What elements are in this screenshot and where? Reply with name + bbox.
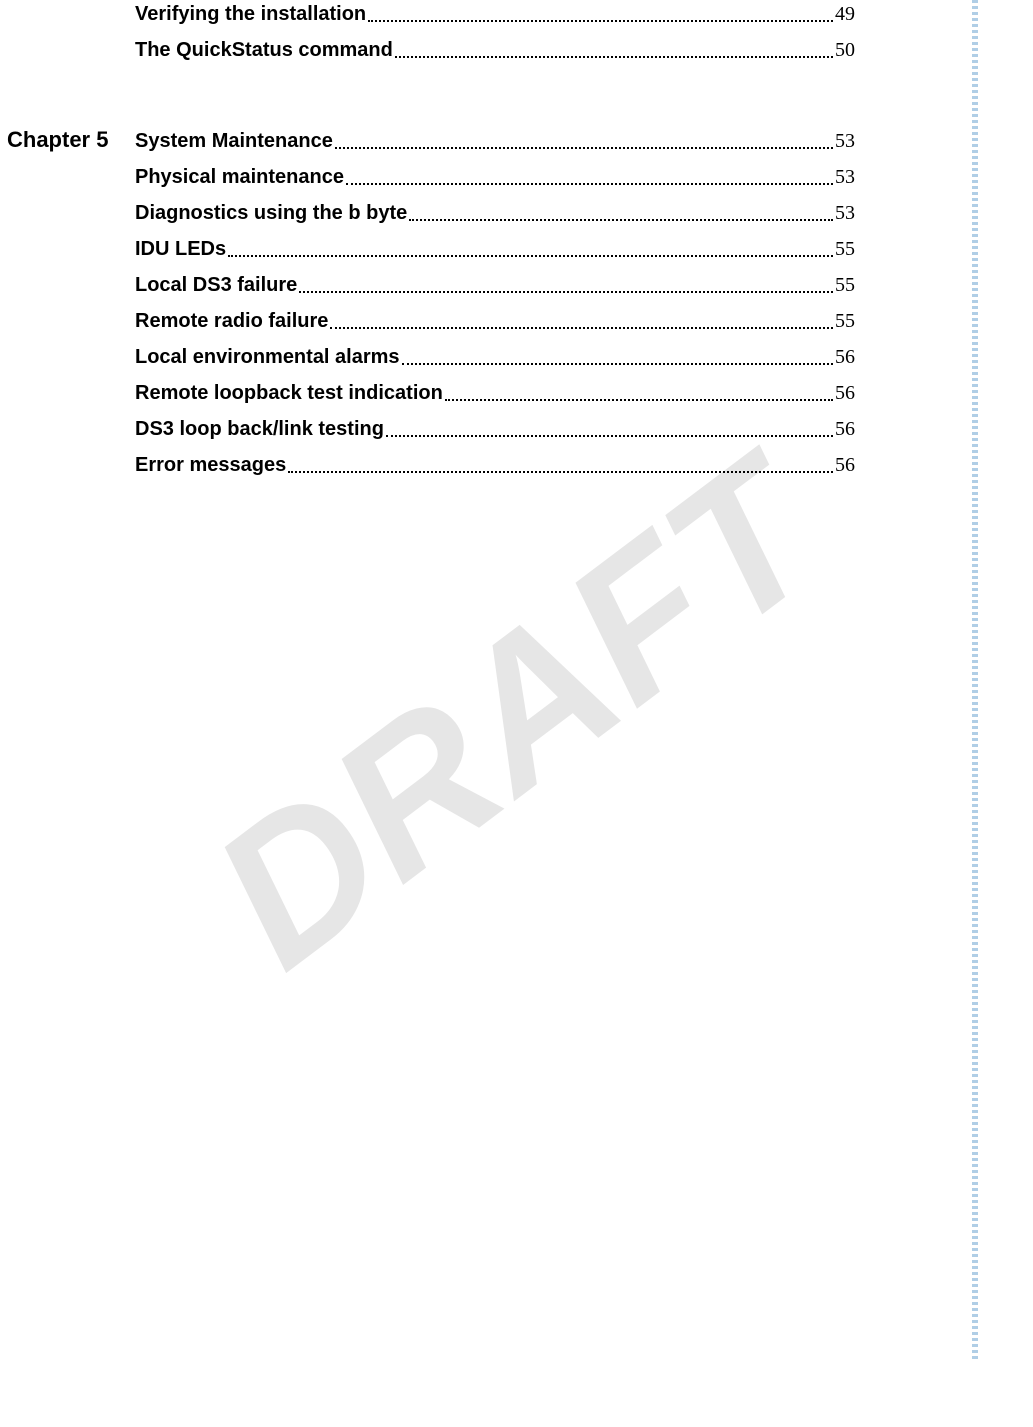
page: DRAFT Verifying the installation 49 The … <box>0 0 1033 1427</box>
toc-page-number: 56 <box>835 343 855 371</box>
toc-entry: System Maintenance 53 <box>135 127 855 155</box>
toc-title: Local environmental alarms <box>135 343 400 371</box>
toc-title: Verifying the installation <box>135 0 366 28</box>
toc-page-number: 55 <box>835 307 855 335</box>
toc-page-number: 56 <box>835 379 855 407</box>
toc-dots <box>288 470 833 473</box>
toc-page-number: 53 <box>835 127 855 155</box>
toc-dots <box>386 434 833 437</box>
toc-title: Remote radio failure <box>135 307 328 335</box>
toc-title: Error messages <box>135 451 286 479</box>
toc-entry: Error messages 56 <box>135 451 855 479</box>
toc-entry: Local environmental alarms 56 <box>135 343 855 371</box>
toc-dots <box>346 182 833 185</box>
toc-title: Remote loopback test indication <box>135 379 443 407</box>
toc-title: Physical maintenance <box>135 163 344 191</box>
toc-entry: DS3 loop back/link testing 56 <box>135 415 855 443</box>
draft-watermark: DRAFT <box>173 415 861 1013</box>
toc-page-number: 53 <box>835 163 855 191</box>
toc-dots <box>228 254 833 257</box>
toc-entry: Local DS3 failure 55 <box>135 271 855 299</box>
toc-entry: Verifying the installation 49 <box>135 0 855 28</box>
toc-dots <box>299 290 833 293</box>
toc-entry: Remote radio failure 55 <box>135 307 855 335</box>
toc-title: The QuickStatus command <box>135 36 393 64</box>
toc-entry: IDU LEDs 55 <box>135 235 855 263</box>
toc-page-number: 55 <box>835 271 855 299</box>
toc-entry: Physical maintenance 53 <box>135 163 855 191</box>
toc-page-number: 50 <box>835 36 855 64</box>
toc-title: Local DS3 failure <box>135 271 297 299</box>
toc-page-number: 56 <box>835 451 855 479</box>
toc-dots <box>445 398 833 401</box>
toc-title: Diagnostics using the b byte <box>135 199 407 227</box>
toc-title: DS3 loop back/link testing <box>135 415 384 443</box>
toc-dots <box>402 362 833 365</box>
toc-page-number: 55 <box>835 235 855 263</box>
toc-dots <box>409 218 833 221</box>
toc-dots <box>330 326 833 329</box>
toc-dots <box>368 19 833 22</box>
toc-dots <box>395 55 833 58</box>
toc-dots <box>335 146 833 149</box>
toc-page-number: 53 <box>835 199 855 227</box>
toc-title: IDU LEDs <box>135 235 226 263</box>
toc-entry: Remote loopback test indication 56 <box>135 379 855 407</box>
toc-page-number: 56 <box>835 415 855 443</box>
chapter-label: Chapter 5 <box>7 127 108 153</box>
vertical-rule <box>972 0 978 1360</box>
toc-title: System Maintenance <box>135 127 333 155</box>
toc-page-number: 49 <box>835 0 855 28</box>
toc-entry: Diagnostics using the b byte 53 <box>135 199 855 227</box>
toc-entry: The QuickStatus command 50 <box>135 36 855 64</box>
toc-area: Verifying the installation 49 The QuickS… <box>135 0 855 487</box>
